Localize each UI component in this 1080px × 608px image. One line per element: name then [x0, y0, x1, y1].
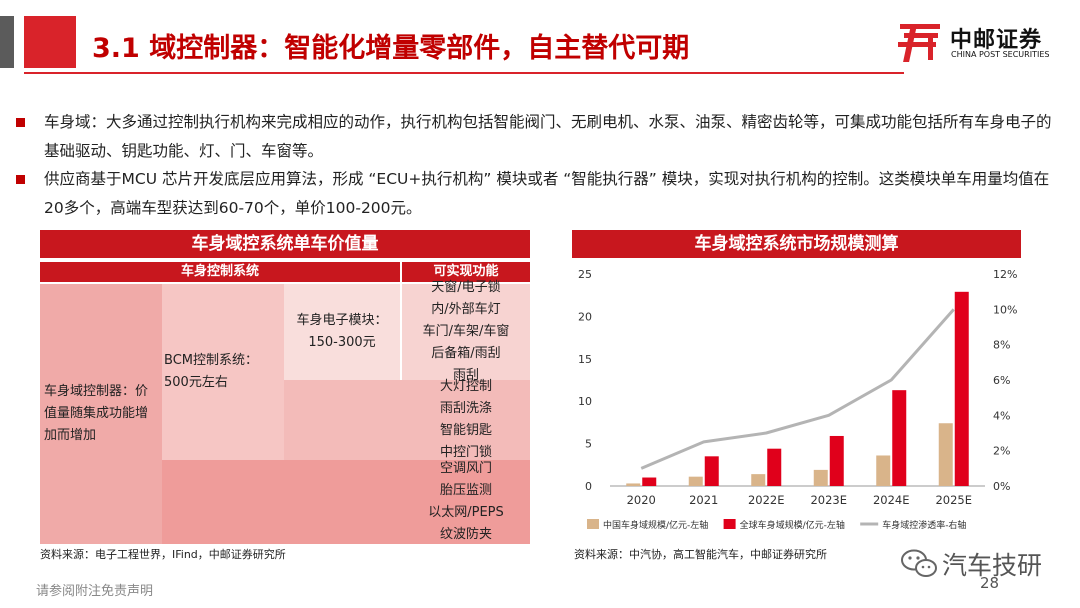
bar-china — [688, 476, 703, 486]
watermark: 汽车技研 — [900, 544, 1060, 580]
china-post-emblem-icon — [898, 24, 940, 62]
table-header-function: 可实现功能 — [402, 262, 530, 282]
module-label: 车身电子模块：150-300元 — [296, 313, 388, 350]
x-tick-label: 2025E — [935, 493, 972, 507]
functions-bcm-cell: 大灯控制 雨刮洗涤 智能钥匙 中控门锁 — [284, 379, 530, 460]
right-source-note: 资料来源：中汽协，高工智能汽车，中邮证券研究所 — [574, 548, 827, 561]
y-left-tick-label: 5 — [585, 438, 592, 451]
right-panel-banner: 车身域控系统市场规模测算 — [572, 230, 1021, 258]
bullet-text: 车身域：大多通过控制执行机构来完成相应的动作，执行机构包括智能阀门、无刷电机、水… — [44, 113, 1052, 160]
y-left-tick-label: 10 — [578, 395, 592, 408]
bar-china — [813, 469, 828, 486]
bullet-list: 车身域：大多通过控制执行机构来完成相应的动作，执行机构包括智能阀门、无刷电机、水… — [16, 108, 1066, 222]
table-header-control: 车身控制系统 — [40, 262, 400, 282]
y-right-tick-label: 0% — [993, 480, 1010, 493]
y-right-tick-label: 2% — [993, 445, 1010, 458]
bcm-label: BCM控制系统：500元左右 — [164, 353, 258, 390]
y-left-tick-label: 25 — [578, 268, 592, 281]
x-tick-label: 2023E — [810, 493, 847, 507]
function-item: 内/外部车灯 — [431, 302, 501, 317]
bar-global — [767, 448, 782, 486]
wechat-icon — [901, 549, 937, 577]
market-size-chart: 0 5 10 15 20 25 0% 2% 4% 6% 8% 10% 12% 2020 2021 2022E 2… — [578, 268, 1017, 531]
x-tick-label: 2022E — [748, 493, 785, 507]
bar-global — [829, 435, 844, 486]
header-accent-red — [24, 16, 76, 68]
function-item: 胎压监测 — [439, 483, 492, 498]
y-right-tick-label: 12% — [993, 268, 1017, 281]
page-title: 3.1 域控制器：智能化增量零部件，自主替代可期 — [92, 33, 690, 64]
function-item: 车门/车架/车窗 — [422, 324, 510, 339]
function-item: 雨刮 — [452, 368, 479, 383]
function-item: 智能钥匙 — [439, 423, 492, 438]
left-source-note: 资料来源：电子工程世界，IFind，中邮证券研究所 — [40, 548, 286, 561]
y-right-tick-label: 10% — [993, 303, 1017, 316]
x-tick-label: 2020 — [627, 493, 656, 507]
bar-global — [892, 390, 907, 486]
function-item: 天窗/电子锁 — [431, 280, 501, 295]
title-underline — [24, 72, 904, 74]
y-right-tick-label: 4% — [993, 409, 1010, 422]
function-item: 后备箱/雨刮 — [431, 346, 501, 361]
bar-china — [626, 483, 641, 486]
y-right-tick-label: 6% — [993, 374, 1010, 387]
legend-swatch — [587, 519, 599, 529]
legend-swatch — [723, 519, 736, 529]
bar-china — [938, 423, 953, 486]
bar-china — [751, 474, 766, 486]
legend-label: 车身域控渗透率-右轴 — [882, 519, 966, 531]
y-left-tick-label: 20 — [578, 310, 592, 323]
bar-global — [704, 456, 719, 486]
value-table: 车身控制系统 可实现功能 车身域控制器：价值量随集成功能增加而增加 BCM控制系… — [40, 262, 530, 544]
domain-controller-label: 车身域控制器：价值量随集成功能增加而增加 — [44, 384, 149, 443]
company-logo: 中邮证券 CHINA POST SECURITIES — [898, 20, 1073, 64]
bcm-cell: BCM控制系统：500元左右 — [162, 284, 284, 460]
bullet-text: 供应商基于MCU 芯片开发底层应用算法，形成 “ECU+执行机构” 模块或者 “… — [44, 170, 1050, 217]
watermark-text: 汽车技研 — [942, 551, 1043, 580]
header-accent-dark — [0, 16, 14, 68]
bar-global — [642, 477, 657, 486]
x-tick-label: 2021 — [689, 493, 718, 507]
module-cell: 车身电子模块：150-300元 — [284, 284, 400, 380]
functions-domain-cell: 空调风门 胎压监测 以太网/PEPS 纹波防夹 — [162, 460, 530, 544]
page-number: 28 — [980, 574, 1000, 592]
bar-global — [954, 291, 969, 486]
y-left-tick-label: 15 — [578, 353, 592, 366]
function-item: 以太网/PEPS — [428, 505, 504, 520]
domain-controller-cell: 车身域控制器：价值量随集成功能增加而增加 — [40, 284, 162, 544]
y-right-tick-label: 8% — [993, 339, 1010, 352]
function-item: 中控门锁 — [439, 445, 492, 460]
bar-china — [876, 455, 891, 486]
function-item: 雨刮洗涤 — [439, 401, 492, 416]
disclaimer: 请参阅附注免责声明 — [36, 584, 154, 599]
legend-label: 全球车身域规模/亿元-左轴 — [740, 519, 845, 531]
functions-module-cell: 天窗/电子锁 内/外部车灯 车门/车架/车窗 后备箱/雨刮 雨刮 — [402, 280, 530, 383]
logo-en-text: CHINA POST SECURITIES — [951, 50, 1050, 59]
function-item: 纹波防夹 — [439, 527, 492, 542]
y-left-tick-label: 0 — [585, 480, 592, 493]
function-item: 空调风门 — [439, 461, 492, 476]
penetration-rate-line — [640, 308, 955, 470]
bullet-item: 供应商基于MCU 芯片开发底层应用算法，形成 “ECU+执行机构” 模块或者 “… — [16, 165, 1066, 222]
left-panel-banner: 车身域控系统单车价值量 — [40, 230, 530, 258]
logo-cn-text: 中邮证券 — [950, 28, 1043, 53]
bullet-item: 车身域：大多通过控制执行机构来完成相应的动作，执行机构包括智能阀门、无刷电机、水… — [16, 108, 1066, 165]
bullet-square-icon — [16, 175, 25, 184]
x-tick-label: 2024E — [873, 493, 910, 507]
bullet-square-icon — [16, 118, 25, 127]
legend-label: 中国车身域规模/亿元-左轴 — [603, 519, 708, 531]
function-item: 大灯控制 — [439, 379, 492, 394]
